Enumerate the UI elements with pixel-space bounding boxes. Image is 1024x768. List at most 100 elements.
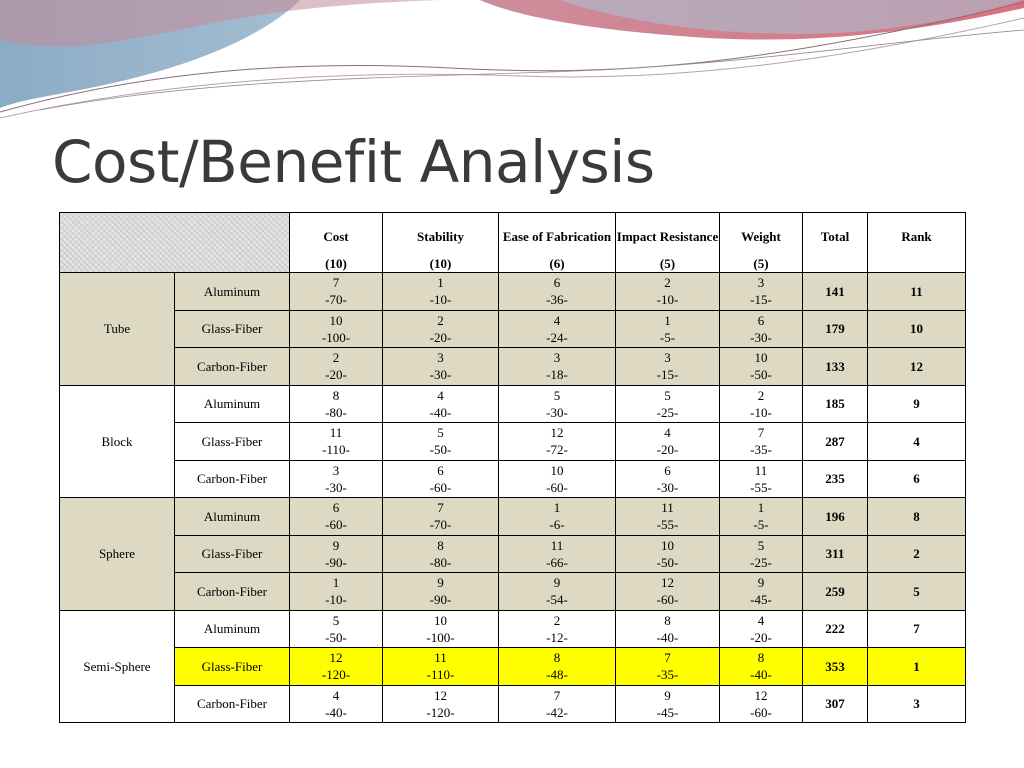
impact-weighted: -60- — [656, 592, 679, 608]
fabrication-score: 1 — [553, 500, 561, 516]
fabrication-score: 9 — [553, 575, 561, 591]
fabrication-weighted: -36- — [546, 292, 568, 308]
total-cell: 311 — [802, 534, 868, 573]
stability-cell: 9 -90- — [382, 572, 499, 611]
material-cell: Carbon-Fiber — [174, 459, 290, 498]
fabrication-cell: 2 -12- — [498, 609, 616, 648]
column-header-label: Rank — [901, 228, 932, 244]
column-header-weight: (5) — [753, 256, 769, 271]
column-header: Rank — [867, 212, 966, 273]
stability-weighted: -80- — [429, 554, 452, 570]
impact-cell: 2 -10- — [615, 272, 720, 311]
cost-score: 1 — [332, 575, 340, 591]
weight-weighted: -40- — [750, 667, 772, 683]
stability-score: 6 — [437, 462, 444, 478]
stability-cell: 3 -30- — [382, 347, 499, 386]
stability-cell: 8 -80- — [382, 534, 499, 573]
weight-cell: 9 -45- — [719, 572, 803, 611]
weight-score: 8 — [757, 650, 765, 666]
table-row: Glass-Fiber 10 -100- 2 -20- 4 -24- 1 -5- 6 -30- 179… — [60, 309, 966, 348]
fabrication-weighted: -18- — [546, 367, 568, 383]
stability-score: 3 — [437, 350, 444, 366]
rank-cell: 5 — [867, 572, 966, 611]
weight-cell: 5 -25- — [719, 534, 803, 573]
stability-score: 4 — [437, 387, 444, 403]
impact-score: 7 — [664, 650, 671, 666]
impact-weighted: -55- — [656, 517, 679, 533]
cost-cell: 4 -40- — [289, 684, 383, 723]
rank-cell: 3 — [867, 684, 966, 723]
cost-weighted: -10- — [325, 592, 347, 608]
weight-weighted: -20- — [750, 629, 772, 645]
weight-cell: 12 -60- — [719, 684, 803, 723]
slide-title: Cost/Benefit Analysis — [52, 128, 655, 196]
weight-weighted: -5- — [753, 517, 769, 533]
total-cell: 235 — [802, 459, 868, 498]
group-label: Block — [59, 384, 175, 498]
weight-score: 10 — [754, 350, 768, 366]
weight-cell: 10 -50- — [719, 347, 803, 386]
cost-score: 5 — [332, 612, 340, 628]
fabrication-cell: 10 -60- — [498, 459, 616, 498]
table-row: Glass-Fiber 9 -90- 8 -80- 11 -66- 10 -50- 5 -25- 31… — [60, 534, 966, 573]
impact-weighted: -45- — [656, 704, 679, 720]
header-wave-decoration — [0, 0, 1024, 119]
stability-cell: 7 -70- — [382, 497, 499, 536]
rank-cell: 6 — [867, 459, 966, 498]
impact-score: 5 — [664, 387, 671, 403]
total-cell: 133 — [802, 347, 868, 386]
fabrication-weighted: -72- — [546, 442, 568, 458]
table-row: Block Aluminum 8 -80- 4 -40- 5 -30- 5 -25- 2 -10- 18… — [59, 384, 966, 498]
cost-weighted: -60- — [325, 517, 347, 533]
weight-cell: 7 -35- — [719, 422, 803, 461]
weight-weighted: -45- — [750, 592, 772, 608]
stability-score: 2 — [437, 312, 444, 328]
fabrication-cell: 9 -54- — [498, 572, 616, 611]
cost-cell: 12 -120- — [289, 647, 383, 686]
fabrication-score: 12 — [550, 425, 564, 441]
weight-weighted: -30- — [750, 329, 772, 345]
stability-cell: 1 -10- — [382, 272, 499, 311]
cost-score: 3 — [332, 462, 340, 478]
fabrication-weighted: -12- — [546, 629, 568, 645]
cost-cell: 7 -70- — [289, 272, 383, 311]
cost-weighted: -20- — [325, 367, 347, 383]
column-header: Stability (10) — [382, 212, 499, 273]
table-row: Carbon-Fiber 1 -10- 9 -90- 9 -54- 12 -60- 9 -45- 25… — [60, 572, 966, 611]
cost-score: 6 — [332, 500, 340, 516]
column-header: Ease of Fabrication (6) — [498, 212, 616, 273]
stability-weighted: -110- — [426, 667, 455, 683]
fabrication-score: 7 — [553, 687, 561, 703]
weight-score: 12 — [754, 687, 768, 703]
weight-score: 11 — [754, 462, 768, 478]
group-label: Tube — [59, 272, 175, 386]
cost-cell: 3 -30- — [289, 459, 383, 498]
cost-score: 9 — [332, 537, 340, 553]
material-cell: Glass-Fiber — [174, 422, 290, 461]
fabrication-score: 6 — [553, 275, 561, 291]
impact-score: 8 — [664, 612, 671, 628]
total-cell: 307 — [802, 684, 868, 723]
column-header-label: Stability — [417, 228, 464, 244]
stability-weighted: -70- — [429, 517, 452, 533]
stability-cell: 10 -100- — [382, 609, 499, 648]
total-cell: 196 — [802, 497, 868, 536]
impact-score: 9 — [664, 687, 671, 703]
impact-cell: 6 -30- — [615, 459, 720, 498]
fabrication-cell: 7 -42- — [498, 684, 616, 723]
stability-cell: 12 -120- — [382, 684, 499, 723]
impact-weighted: -25- — [656, 404, 679, 420]
impact-cell: 3 -15- — [615, 347, 720, 386]
cost-score: 10 — [329, 312, 343, 328]
column-header: Weight (5) — [719, 212, 803, 273]
fabrication-weighted: -6- — [549, 517, 565, 533]
table-row: Glass-Fiber 11 -110- 5 -50- 12 -72- 4 -20- 7 -35- 2… — [60, 422, 966, 461]
stability-weighted: -60- — [429, 479, 452, 495]
cost-benefit-table: Cost (10) Stability (10) Ease of Fabrication… — [59, 212, 966, 723]
fabrication-weighted: -48- — [546, 667, 568, 683]
cost-weighted: -120- — [321, 667, 351, 683]
weight-score: 3 — [757, 275, 765, 291]
cost-cell: 9 -90- — [289, 534, 383, 573]
impact-weighted: -30- — [656, 479, 679, 495]
fabrication-weighted: -42- — [546, 704, 568, 720]
